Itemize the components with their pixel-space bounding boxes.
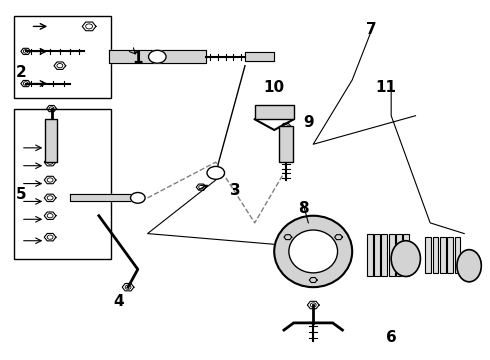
Bar: [381, 234, 387, 276]
Bar: [403, 234, 409, 276]
Text: 1: 1: [133, 51, 143, 66]
Circle shape: [130, 193, 145, 203]
Bar: [447, 237, 453, 273]
Bar: [433, 237, 439, 273]
Ellipse shape: [289, 230, 338, 273]
Text: 4: 4: [113, 294, 123, 309]
Polygon shape: [245, 53, 274, 61]
Ellipse shape: [274, 216, 352, 287]
Text: 3: 3: [230, 183, 241, 198]
Circle shape: [207, 166, 224, 179]
Bar: [279, 126, 293, 162]
Bar: [255, 105, 294, 119]
Bar: [440, 237, 446, 273]
Ellipse shape: [391, 241, 420, 276]
Text: 11: 11: [376, 80, 397, 95]
Text: 10: 10: [264, 80, 285, 95]
Text: 7: 7: [367, 22, 377, 37]
Bar: [374, 234, 380, 276]
Bar: [14, 109, 111, 258]
Circle shape: [148, 50, 166, 63]
Bar: [396, 234, 402, 276]
Text: 9: 9: [303, 115, 314, 130]
Text: 2: 2: [16, 65, 26, 80]
Bar: [455, 237, 460, 273]
Polygon shape: [70, 194, 138, 202]
Polygon shape: [109, 50, 206, 63]
Text: 8: 8: [298, 201, 309, 216]
Bar: [367, 234, 373, 276]
Text: 6: 6: [386, 330, 396, 345]
Bar: [425, 237, 431, 273]
Bar: [45, 119, 57, 162]
Bar: [389, 234, 394, 276]
Bar: [14, 16, 111, 98]
Text: 5: 5: [16, 187, 26, 202]
Ellipse shape: [457, 249, 481, 282]
